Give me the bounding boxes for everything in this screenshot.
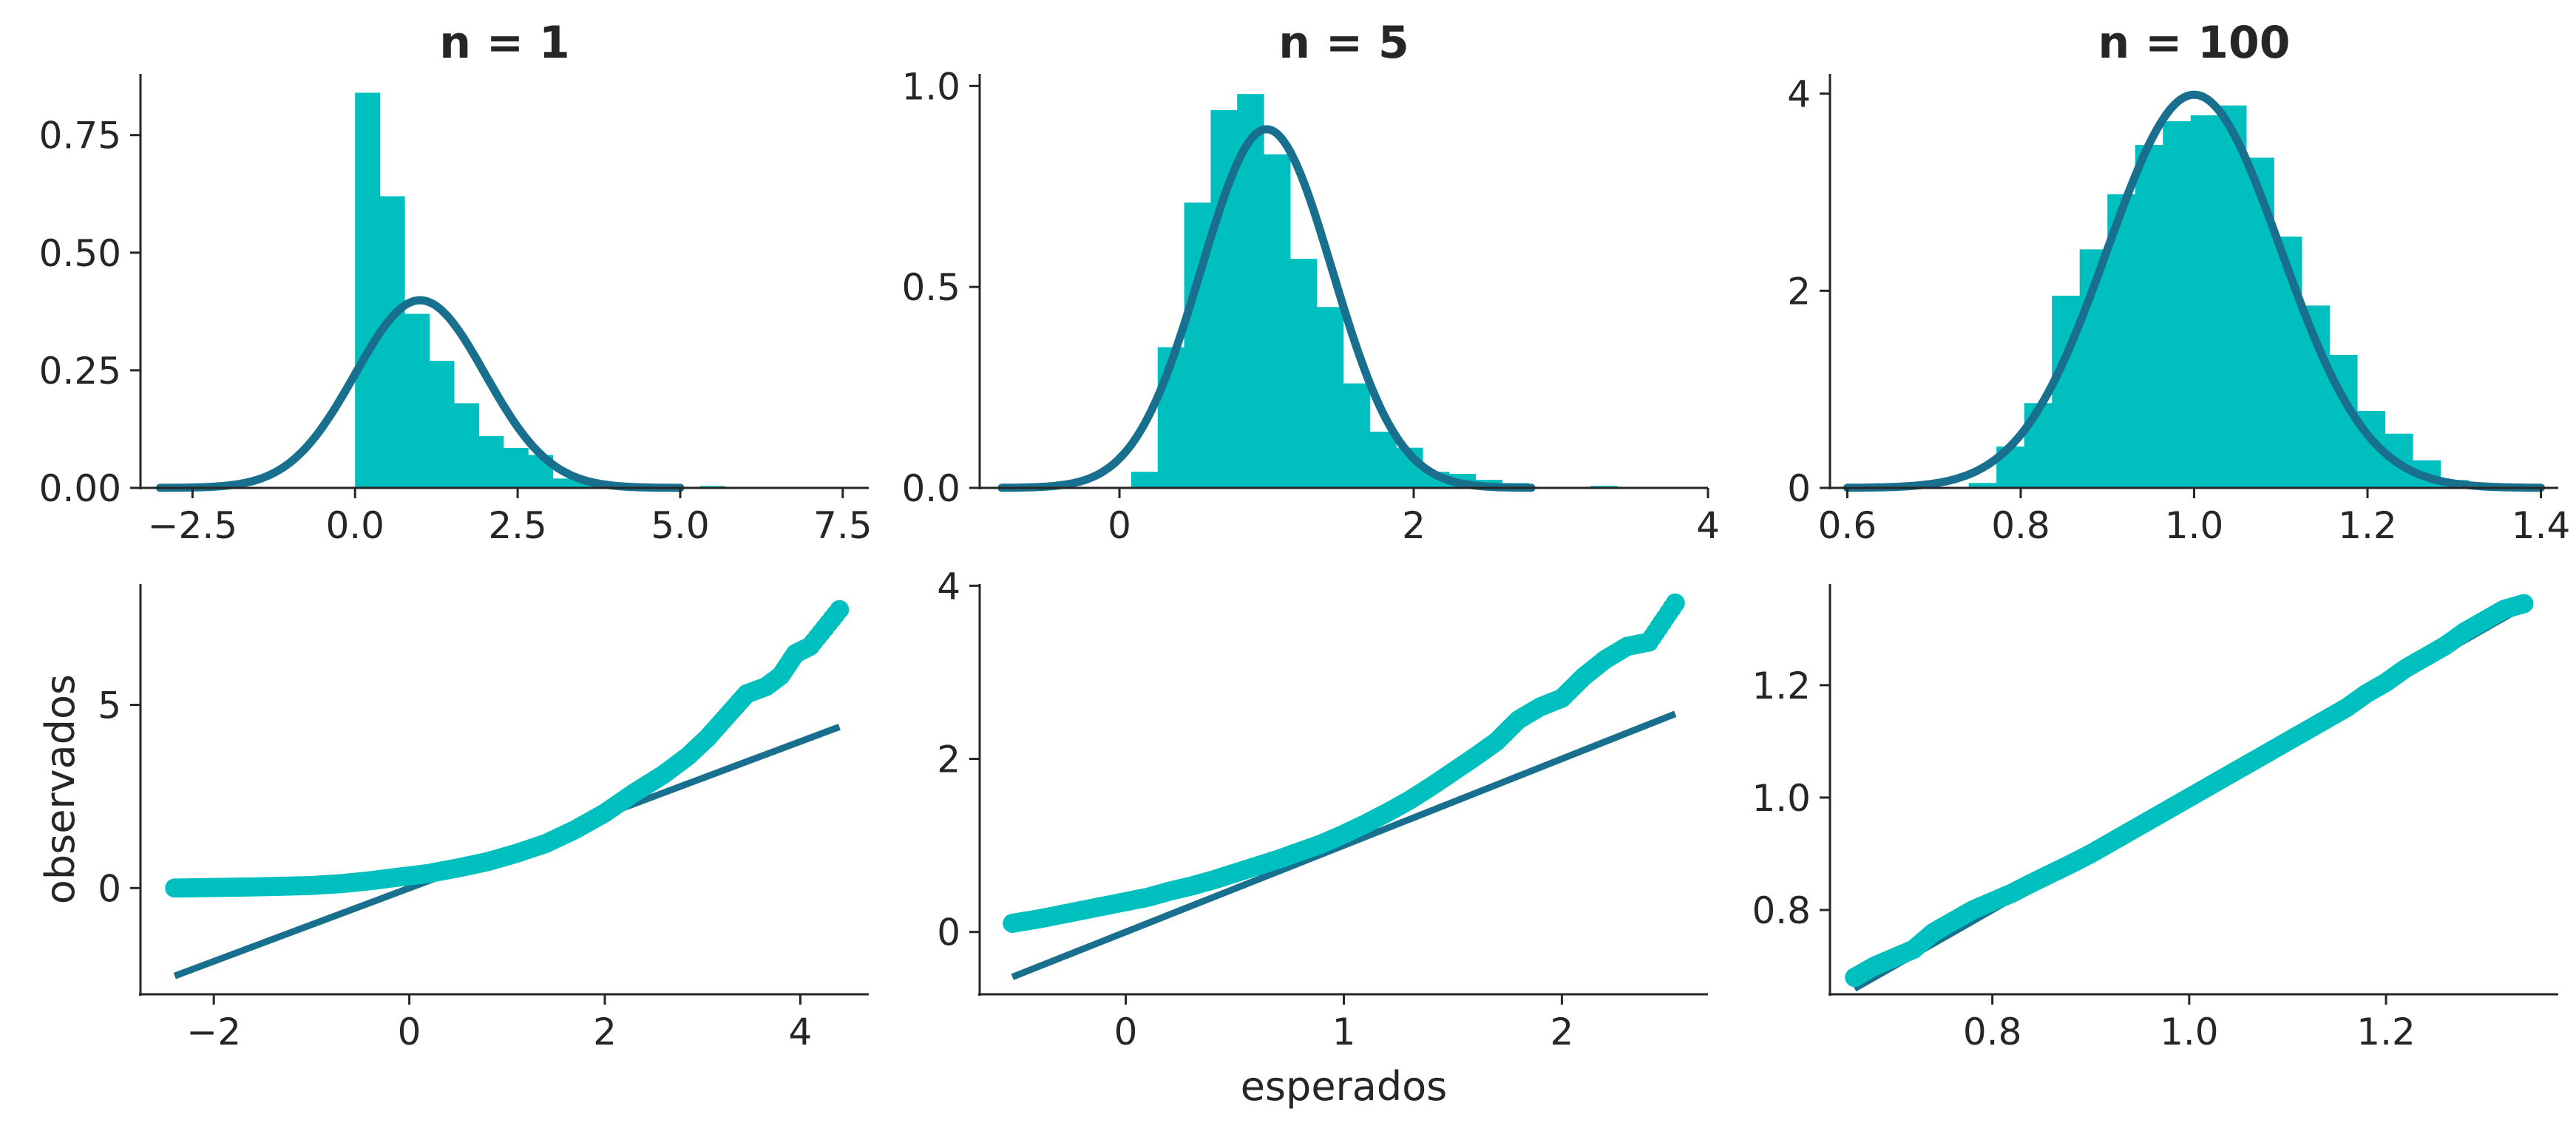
y-tick-label: 1.2 <box>1752 665 1811 707</box>
x-tick-label: 1.4 <box>2512 504 2571 547</box>
y-tick-label: 0.00 <box>39 467 121 510</box>
histogram-bar <box>1369 431 1397 488</box>
panel-3: 0.6 0.8 1.0 1.2 1.4 0 2 4 n = 100 <box>1787 17 2570 547</box>
y-tick-label: 0.5 <box>901 266 960 309</box>
y-tick-label: 5 <box>98 685 121 727</box>
histogram-bar <box>2163 121 2192 488</box>
y-tick-label: 0.75 <box>39 115 121 157</box>
panel-title: n = 100 <box>2098 17 2290 69</box>
qq-points <box>165 600 850 898</box>
x-tick-label: 1.0 <box>2165 504 2224 547</box>
panel-title: n = 5 <box>1278 17 1409 69</box>
y-axis-label: observados <box>37 674 84 904</box>
histogram-bar <box>1264 154 1291 489</box>
x-tick-label: 0.6 <box>1818 504 1877 547</box>
histogram-bars <box>1131 94 1618 489</box>
qq-points <box>1003 593 1685 933</box>
histogram-bar <box>379 196 405 488</box>
x-axis-label: esperados <box>1241 1063 1448 1110</box>
histogram-bars <box>1968 105 2469 489</box>
y-tick-label: 2 <box>1787 270 1811 313</box>
x-tick-label: 0.0 <box>325 504 384 547</box>
histogram-bar <box>2135 145 2163 488</box>
reference-line <box>1011 710 1677 980</box>
x-tick-label: 4 <box>789 1011 813 1053</box>
x-tick-label: 0 <box>398 1011 421 1053</box>
x-tick-label: 0 <box>1114 1011 1138 1053</box>
histogram-bars <box>355 92 725 489</box>
x-tick-label: 2.5 <box>488 504 547 547</box>
normal-curve <box>1843 90 2545 492</box>
histogram-bar <box>2190 115 2219 488</box>
panel-5: 0 1 2 0 2 4 esperados <box>937 565 1708 1110</box>
y-tick-label: 0.50 <box>39 232 121 275</box>
histogram-bar <box>1131 472 1159 488</box>
panel-title: n = 1 <box>439 17 570 69</box>
histogram-bar <box>503 447 529 488</box>
histogram-bar <box>453 403 479 488</box>
y-tick-label: 4 <box>1787 73 1811 116</box>
panel-6: 0.8 1.0 1.2 0.8 1.0 1.2 <box>1752 584 2558 1053</box>
histogram-bar <box>552 478 578 488</box>
y-tick-label: 0.0 <box>901 467 960 510</box>
y-tick-label: 0.25 <box>39 350 121 393</box>
x-tick-label: 2 <box>1550 1011 1574 1053</box>
qq-point <box>2514 594 2534 614</box>
histogram-bar <box>1343 383 1370 488</box>
histogram-bar <box>404 313 430 488</box>
x-tick-label: 7.5 <box>813 504 872 547</box>
y-tick-label: 0 <box>98 867 121 910</box>
x-tick-label: 0.8 <box>1963 1011 2022 1053</box>
x-tick-label: 2 <box>593 1011 617 1053</box>
x-tick-label: 1.2 <box>2356 1011 2416 1053</box>
y-tick-label: 1.0 <box>901 65 960 108</box>
histogram-bar <box>355 92 381 489</box>
x-tick-label: 0.8 <box>1991 504 2050 547</box>
x-tick-label: 1.2 <box>2338 504 2397 547</box>
y-tick-label: 1.0 <box>1752 777 1811 820</box>
normal-curve <box>155 296 685 492</box>
panel-4: −2 0 2 4 0 5 observados <box>37 584 869 1053</box>
histogram-bar <box>429 361 455 488</box>
histogram-bar <box>1289 259 1318 488</box>
x-tick-label: 5.0 <box>651 504 710 547</box>
histogram-bar <box>2245 157 2274 489</box>
x-tick-label: 0 <box>1108 504 1131 547</box>
histogram-bar <box>2218 105 2247 488</box>
histogram-bar <box>1316 307 1344 488</box>
x-tick-label: 2 <box>1402 504 1426 547</box>
y-tick-label: 0 <box>1787 467 1811 510</box>
x-tick-label: 4 <box>1696 504 1720 547</box>
y-tick-label: 4 <box>937 565 960 608</box>
normal-curve <box>997 125 1536 492</box>
qq-point <box>1665 593 1685 613</box>
histogram-bar <box>1968 483 1997 488</box>
panel-1: −2.5 0.0 2.5 5.0 7.5 0.00 0.25 0.50 0.75 n = 1 <box>39 17 872 547</box>
y-tick-label: 0.8 <box>1752 889 1811 932</box>
qq-points <box>1845 594 2534 988</box>
panel-2: 0 2 4 0.0 0.5 1.0 n = 5 <box>901 17 1719 547</box>
histogram-bar <box>478 436 504 488</box>
y-tick-label: 2 <box>937 739 960 781</box>
x-tick-label: −2.5 <box>148 504 237 547</box>
x-tick-label: 1 <box>1332 1011 1356 1053</box>
qq-point <box>830 600 850 619</box>
x-tick-label: 1.0 <box>2160 1011 2219 1053</box>
y-tick-label: 0 <box>937 911 960 954</box>
x-tick-label: −2 <box>186 1011 241 1053</box>
